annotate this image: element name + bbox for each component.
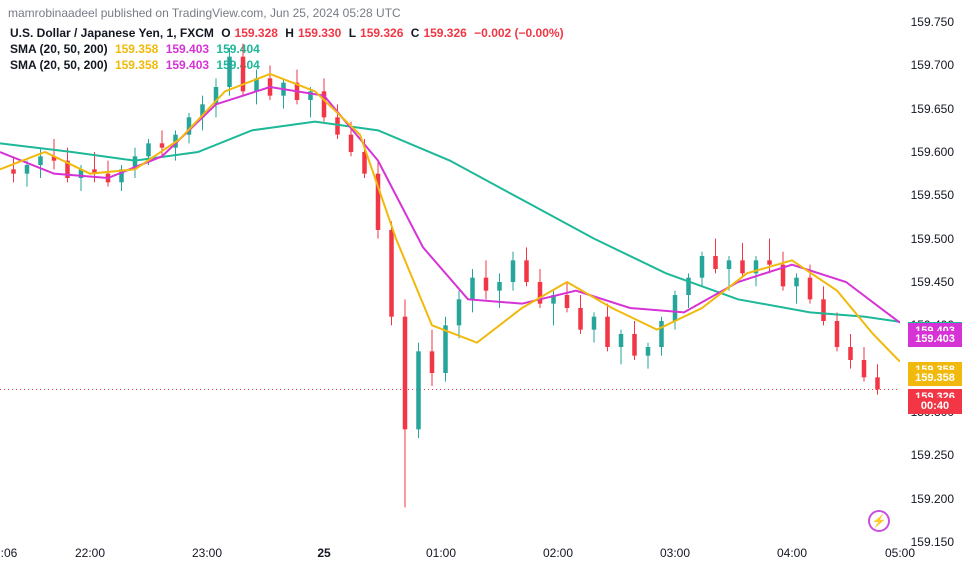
y-tick-label: 159.700 [911,58,954,72]
x-tick-label: 25 [317,546,330,560]
y-tick-label: 159.200 [911,492,954,506]
x-tick-label: 03:00 [660,546,690,560]
x-axis[interactable]: :0622:0023:002501:0002:0003:0004:0005:00 [0,542,900,562]
y-axis[interactable]: 159.150159.200159.250159.300159.350159.4… [900,22,962,542]
x-tick-label: 02:00 [543,546,573,560]
chart-area[interactable]: U.S. Dollar / Japanese Yen, 1, FXCM O159… [0,22,900,542]
snapshot-icon[interactable] [868,510,890,532]
y-tick-label: 159.250 [911,448,954,462]
x-tick-label: 01:00 [426,546,456,560]
price-tag: 159.403 [908,331,962,347]
x-tick-label: 04:00 [777,546,807,560]
price-tag: 00:40 [908,398,962,414]
x-tick-label: 22:00 [75,546,105,560]
y-tick-label: 159.750 [911,15,954,29]
publish-info: mamrobinaadeel published on TradingView.… [8,6,401,20]
y-tick-label: 159.450 [911,275,954,289]
x-tick-label: 05:00 [885,546,915,560]
x-tick-label: :06 [1,546,18,560]
y-tick-label: 159.500 [911,232,954,246]
y-tick-label: 159.550 [911,188,954,202]
x-tick-label: 23:00 [192,546,222,560]
price-tag: 159.358 [908,370,962,386]
y-tick-label: 159.150 [911,535,954,549]
chart-svg [0,22,900,542]
y-tick-label: 159.600 [911,145,954,159]
y-tick-label: 159.650 [911,102,954,116]
